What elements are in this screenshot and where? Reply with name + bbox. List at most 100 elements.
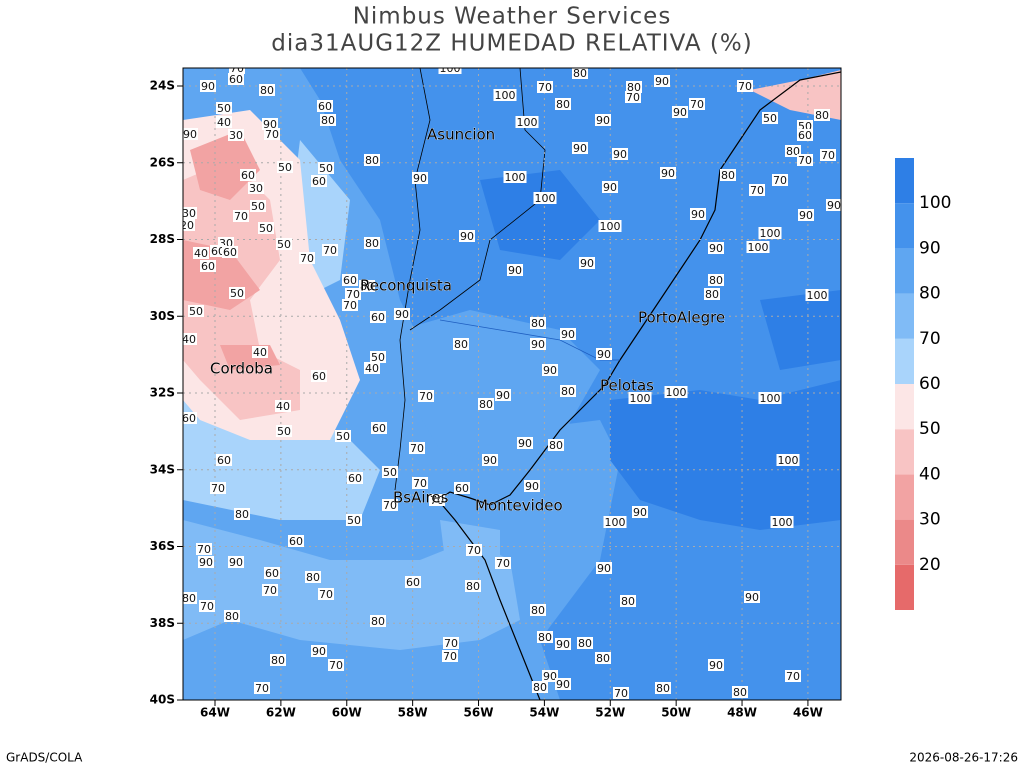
contour-label: 80 bbox=[786, 145, 800, 158]
city-label: Reconquista bbox=[360, 277, 452, 295]
footer-left: GrADS/COLA bbox=[6, 751, 83, 765]
contour-label-box bbox=[328, 659, 344, 671]
contour-label: 90 bbox=[561, 328, 575, 341]
contour-label-box bbox=[320, 114, 336, 126]
contour-label: 60 bbox=[798, 129, 812, 142]
contour-label-box bbox=[248, 182, 264, 194]
contour-label-box bbox=[797, 154, 813, 166]
contour-label: 80 bbox=[549, 439, 563, 452]
colorbar-swatch bbox=[895, 474, 914, 520]
contour-label: 80 bbox=[260, 84, 274, 97]
contour-label: 90 bbox=[518, 437, 532, 450]
contour-label-box bbox=[370, 615, 386, 627]
contour-label: 80 bbox=[479, 398, 493, 411]
contour-label: 70 bbox=[383, 499, 397, 512]
contour-label-box bbox=[252, 346, 268, 358]
contour-label: 100 bbox=[666, 386, 687, 399]
contour-label: 90 bbox=[556, 638, 570, 651]
contour-label: 80 bbox=[721, 169, 735, 182]
contour-label: 60 bbox=[318, 100, 332, 113]
contour-label: 70 bbox=[626, 91, 640, 104]
contour-label: 80 bbox=[578, 637, 592, 650]
contour-label: 70 bbox=[329, 659, 343, 672]
contour-label-box bbox=[579, 257, 595, 269]
contour-label-box bbox=[478, 398, 494, 410]
contour-label-box bbox=[228, 73, 244, 85]
contour-label-box bbox=[560, 328, 576, 340]
contour-label-box bbox=[346, 514, 362, 526]
contour-label: 70 bbox=[234, 210, 248, 223]
contour-label-box bbox=[443, 637, 459, 649]
contour-label: 70 bbox=[538, 81, 552, 94]
contour-label-box bbox=[394, 308, 410, 320]
contour-label-box bbox=[200, 260, 216, 272]
contour-label-box bbox=[626, 81, 642, 93]
contour-label: 80 bbox=[709, 274, 723, 287]
city-label: Pelotas bbox=[600, 377, 654, 395]
contour-label-box bbox=[632, 506, 648, 518]
lon-tick-label: 58W bbox=[398, 706, 428, 720]
colorbar-swatch bbox=[895, 293, 914, 339]
contour-label-box bbox=[530, 604, 546, 616]
contour-label: 100 bbox=[505, 171, 526, 184]
contour-label: 80 bbox=[531, 604, 545, 617]
contour-label-box bbox=[466, 544, 482, 556]
contour-label-box bbox=[264, 128, 280, 140]
contour-label: 80 bbox=[573, 67, 587, 80]
contour-label: 90 bbox=[483, 454, 497, 467]
contour-label: 70 bbox=[444, 637, 458, 650]
contour-label: 70 bbox=[197, 543, 211, 556]
contour-label-box bbox=[276, 425, 292, 437]
contour-label: 70 bbox=[430, 494, 444, 507]
contour-label: 90 bbox=[827, 199, 841, 212]
contour-label-box bbox=[262, 118, 278, 130]
contour-label-box bbox=[311, 645, 327, 657]
contour-label-box bbox=[655, 682, 671, 694]
contour-label: 70 bbox=[614, 687, 628, 700]
title: Nimbus Weather Services bbox=[353, 4, 672, 30]
contour-label-box bbox=[532, 681, 548, 693]
contour-label-box bbox=[689, 98, 705, 110]
contour-label: 30 bbox=[182, 207, 196, 220]
contour-label: 80 bbox=[533, 681, 547, 694]
contour-label-box bbox=[250, 200, 266, 212]
contour-label-box bbox=[216, 116, 232, 128]
contour-label: 50 bbox=[347, 514, 361, 527]
contour-label-box bbox=[798, 209, 814, 221]
contour-label: 90 bbox=[556, 678, 570, 691]
contour-label-box bbox=[459, 230, 475, 242]
contour-label-box bbox=[335, 430, 351, 442]
contour-label-box bbox=[737, 80, 753, 92]
contour-label: 70 bbox=[300, 252, 314, 265]
contour-label-box bbox=[382, 499, 398, 511]
contour-label-box bbox=[596, 562, 612, 574]
contour-label: 50 bbox=[278, 161, 292, 174]
contour-label: 50 bbox=[371, 351, 385, 364]
contour-label-box bbox=[228, 129, 244, 141]
contour-label-box bbox=[438, 68, 462, 74]
colorbar-swatch bbox=[895, 203, 914, 249]
contour-label: 60 bbox=[182, 412, 196, 425]
contour-label: 90 bbox=[597, 348, 611, 361]
lat-tick-label: 26S bbox=[150, 155, 175, 169]
contour-label-box bbox=[572, 142, 588, 154]
contour-label: 70 bbox=[265, 128, 279, 141]
contour-label-box bbox=[749, 184, 765, 196]
contour-label: 50 bbox=[336, 430, 350, 443]
city-label: Cordoba bbox=[210, 360, 273, 378]
contour-label: 90 bbox=[709, 659, 723, 672]
contour-label-box bbox=[442, 650, 458, 662]
contour-label: 70 bbox=[798, 154, 812, 167]
city-label: Asuncion bbox=[427, 126, 495, 144]
contour-label-box bbox=[664, 386, 688, 398]
contour-label-box bbox=[708, 242, 724, 254]
contour-label-box bbox=[758, 392, 782, 404]
contour-label-box bbox=[183, 333, 197, 345]
contour-label: 100 bbox=[630, 392, 651, 405]
contour-label: 40 bbox=[217, 116, 231, 129]
contour-label-box bbox=[228, 556, 244, 568]
contour-label-box bbox=[772, 174, 788, 186]
contour-label-box bbox=[572, 68, 588, 79]
contour-label-box bbox=[560, 385, 576, 397]
contour-label-box bbox=[233, 210, 249, 222]
